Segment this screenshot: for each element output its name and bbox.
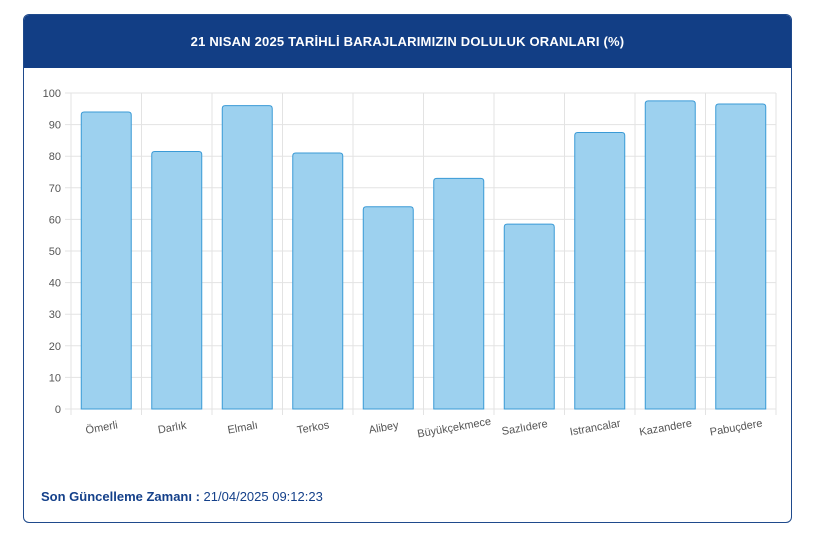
y-tick-label: 0 <box>55 404 61 416</box>
y-tick-label: 50 <box>49 246 61 258</box>
x-tick-label: Sazlıdere <box>501 418 549 438</box>
bar-3[interactable] <box>292 152 344 410</box>
y-tick-label: 70 <box>49 183 61 195</box>
x-tick-label: Elmalı <box>227 419 259 436</box>
bar-9[interactable] <box>715 103 767 410</box>
y-tick-label: 90 <box>49 120 61 132</box>
y-tick-label: 60 <box>49 214 61 226</box>
x-tick-label: Kazandere <box>638 418 692 439</box>
bar-6[interactable] <box>503 223 555 410</box>
y-tick-label: 100 <box>43 88 61 100</box>
x-tick-label: Ömerli <box>85 419 119 436</box>
y-tick-label: 30 <box>49 309 61 321</box>
y-tick-label: 10 <box>49 372 61 384</box>
x-axis-labels: Ömerli Darlık Elmalı Terkos Alibey Büyükçekme… <box>85 416 764 441</box>
y-tick-label: 40 <box>49 278 61 290</box>
bar-8[interactable] <box>644 100 696 410</box>
bar-7[interactable] <box>574 132 626 410</box>
y-axis: 0 10 20 30 40 50 60 70 80 90 100 <box>43 88 61 416</box>
chart-card: 21 NISAN 2025 TARİHLİ BARAJLARIMIZIN DOL… <box>23 14 792 523</box>
bar-5[interactable] <box>433 177 485 410</box>
bar-0[interactable] <box>80 111 132 410</box>
bar-4[interactable] <box>362 206 414 410</box>
x-tick-label: Pabuçdere <box>709 418 763 439</box>
x-tick-label: Darlık <box>157 420 188 437</box>
bar-1[interactable] <box>151 150 203 410</box>
x-tick-label: Istrancalar <box>569 418 622 439</box>
bar-2[interactable] <box>221 105 273 410</box>
x-tick-label: Büyükçekmece <box>416 416 492 441</box>
y-tick-label: 80 <box>49 151 61 163</box>
y-tick-label: 20 <box>49 341 61 353</box>
last-update-value: 21/04/2025 09:12:23 <box>199 489 323 504</box>
bars <box>80 100 767 410</box>
x-tick-label: Alibey <box>368 419 400 436</box>
bar-chart: 0 10 20 30 40 50 60 70 80 90 100 Ömerli Darlık Elmal… <box>43 88 777 441</box>
last-update: Son Güncelleme Zamanı : 21/04/2025 09:12… <box>41 489 323 504</box>
x-tick-label: Terkos <box>296 419 330 437</box>
last-update-label: Son Güncelleme Zamanı : <box>41 489 200 504</box>
chart-title: 21 NISAN 2025 TARİHLİ BARAJLARIMIZIN DOL… <box>24 15 791 68</box>
